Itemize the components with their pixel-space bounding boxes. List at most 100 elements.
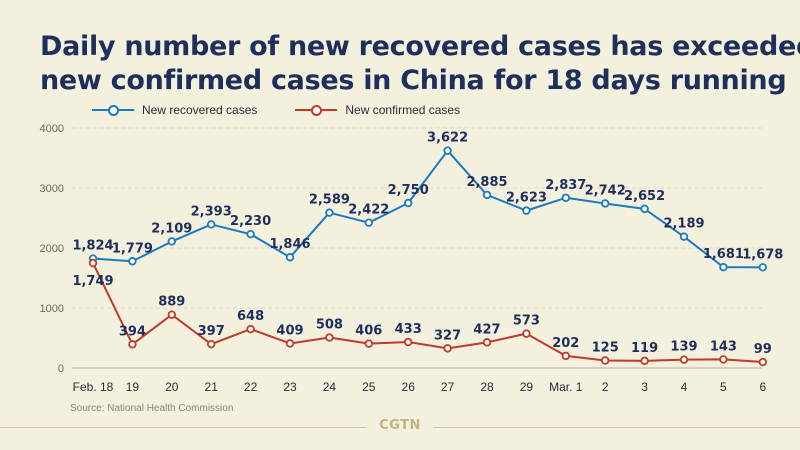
data-label-confirmed: 202 <box>552 336 579 351</box>
x-tick-label: Mar. 1 <box>549 380 583 394</box>
data-label-confirmed: 119 <box>631 341 658 356</box>
x-tick-label: 2 <box>602 380 609 394</box>
data-point-recovered <box>206 220 216 229</box>
data-label-confirmed: 573 <box>513 314 540 329</box>
data-point-recovered <box>758 263 767 272</box>
data-point-recovered <box>128 257 137 266</box>
data-label-confirmed: 409 <box>276 323 303 338</box>
data-label-recovered: 2,623 <box>506 191 547 206</box>
data-point-recovered <box>443 146 452 155</box>
data-label-confirmed: 99 <box>754 342 772 357</box>
data-point-recovered <box>679 232 689 241</box>
x-tick-label: 28 <box>480 380 494 394</box>
data-label-confirmed: 139 <box>670 340 697 355</box>
x-tick-label: 24 <box>323 380 337 394</box>
data-point-confirmed <box>325 333 334 342</box>
series-line-confirmed <box>92 262 763 364</box>
data-label-recovered: 2,750 <box>388 183 429 198</box>
x-tick-label: 3 <box>641 380 648 394</box>
data-label-recovered: 2,885 <box>466 175 507 190</box>
data-label-confirmed: 394 <box>119 324 146 339</box>
footer-divider-left <box>0 427 366 428</box>
chart-title: Daily number of new recovered cases has … <box>40 30 800 98</box>
y-tick-label: 2000 <box>40 243 64 255</box>
data-label-confirmed: 508 <box>316 318 343 333</box>
data-label-recovered: 2,589 <box>309 193 350 208</box>
data-label-recovered: 2,189 <box>663 217 704 232</box>
data-label-recovered: 2,230 <box>230 214 271 229</box>
data-label-confirmed: 327 <box>434 328 461 343</box>
data-label-recovered: 2,742 <box>585 183 626 198</box>
x-tick-label: 23 <box>283 380 297 394</box>
source-note: Source: National Health Commission <box>70 403 234 414</box>
x-tick-label: 19 <box>126 380 140 394</box>
data-label-confirmed: 397 <box>198 324 225 339</box>
data-point-recovered <box>561 193 570 202</box>
data-point-confirmed <box>246 324 255 334</box>
y-tick-label: 0 <box>58 363 64 375</box>
data-point-recovered <box>325 208 334 217</box>
data-point-confirmed <box>443 344 452 353</box>
cgtn-logo: CGTN <box>379 418 421 433</box>
chart-title-line-2: new confirmed cases in China for 18 days… <box>40 65 787 96</box>
data-point-confirmed <box>679 355 689 364</box>
data-point-confirmed <box>561 351 570 361</box>
data-label-confirmed: 648 <box>237 309 264 324</box>
data-label-confirmed: 143 <box>710 339 737 354</box>
data-label-recovered: 2,652 <box>624 189 665 204</box>
x-tick-label: 29 <box>520 380 534 394</box>
data-label-recovered: 1,678 <box>742 247 783 262</box>
x-tick-label: 6 <box>759 380 766 394</box>
y-tick-label: 3000 <box>40 183 64 195</box>
legend-label-confirmed: New confirmed cases <box>345 103 461 117</box>
legend-item-confirmed: New confirmed cases <box>295 103 460 117</box>
legend-swatch-recovered <box>92 104 134 116</box>
data-point-recovered <box>601 199 610 208</box>
data-point-recovered <box>167 237 176 246</box>
x-tick-label: 5 <box>720 380 727 394</box>
data-point-confirmed <box>88 258 98 268</box>
x-tick-label: 21 <box>205 380 219 394</box>
y-tick-label: 1000 <box>40 303 64 315</box>
data-label-recovered: 1,846 <box>269 237 310 252</box>
data-label-recovered: 2,422 <box>348 203 389 218</box>
footer-divider-right <box>434 427 800 428</box>
data-label-recovered: 1,824 <box>72 239 113 254</box>
data-label-confirmed: 125 <box>592 341 619 356</box>
data-point-recovered <box>482 190 492 200</box>
data-label-confirmed: 406 <box>355 324 382 339</box>
data-point-recovered <box>285 253 295 262</box>
data-label-recovered: 1,681 <box>703 247 744 262</box>
data-point-confirmed <box>640 356 649 366</box>
x-tick-label: Feb. 18 <box>73 380 114 394</box>
x-tick-label: 20 <box>165 380 179 394</box>
data-point-confirmed <box>128 340 137 349</box>
data-point-confirmed <box>719 355 728 364</box>
data-point-recovered <box>364 218 373 227</box>
data-point-confirmed <box>285 339 295 348</box>
data-point-recovered <box>640 204 649 214</box>
x-tick-label: 22 <box>244 380 258 394</box>
y-tick-label: 4000 <box>40 123 64 135</box>
x-tick-label: 27 <box>441 380 455 394</box>
chart-legend: New recovered cases New confirmed cases <box>92 100 460 120</box>
data-point-recovered <box>719 262 728 272</box>
chart-title-line-1: Daily number of new recovered cases has … <box>40 31 800 62</box>
data-label-confirmed: 427 <box>473 322 500 337</box>
data-point-confirmed <box>206 339 216 349</box>
legend-label-recovered: New recovered cases <box>142 103 258 117</box>
data-label-confirmed: 889 <box>158 295 185 310</box>
data-point-confirmed <box>522 329 531 338</box>
x-tick-label: 25 <box>362 380 376 394</box>
data-label-recovered: 2,837 <box>545 178 586 193</box>
data-point-confirmed <box>601 356 610 365</box>
data-label-recovered: 2,393 <box>191 204 232 219</box>
data-point-recovered <box>404 198 413 208</box>
data-label-confirmed: 1,749 <box>72 274 113 289</box>
data-point-confirmed <box>482 338 492 347</box>
series-line-recovered <box>92 149 763 269</box>
data-point-confirmed <box>758 357 767 367</box>
data-point-confirmed <box>364 339 373 348</box>
x-tick-label: 26 <box>402 380 416 394</box>
